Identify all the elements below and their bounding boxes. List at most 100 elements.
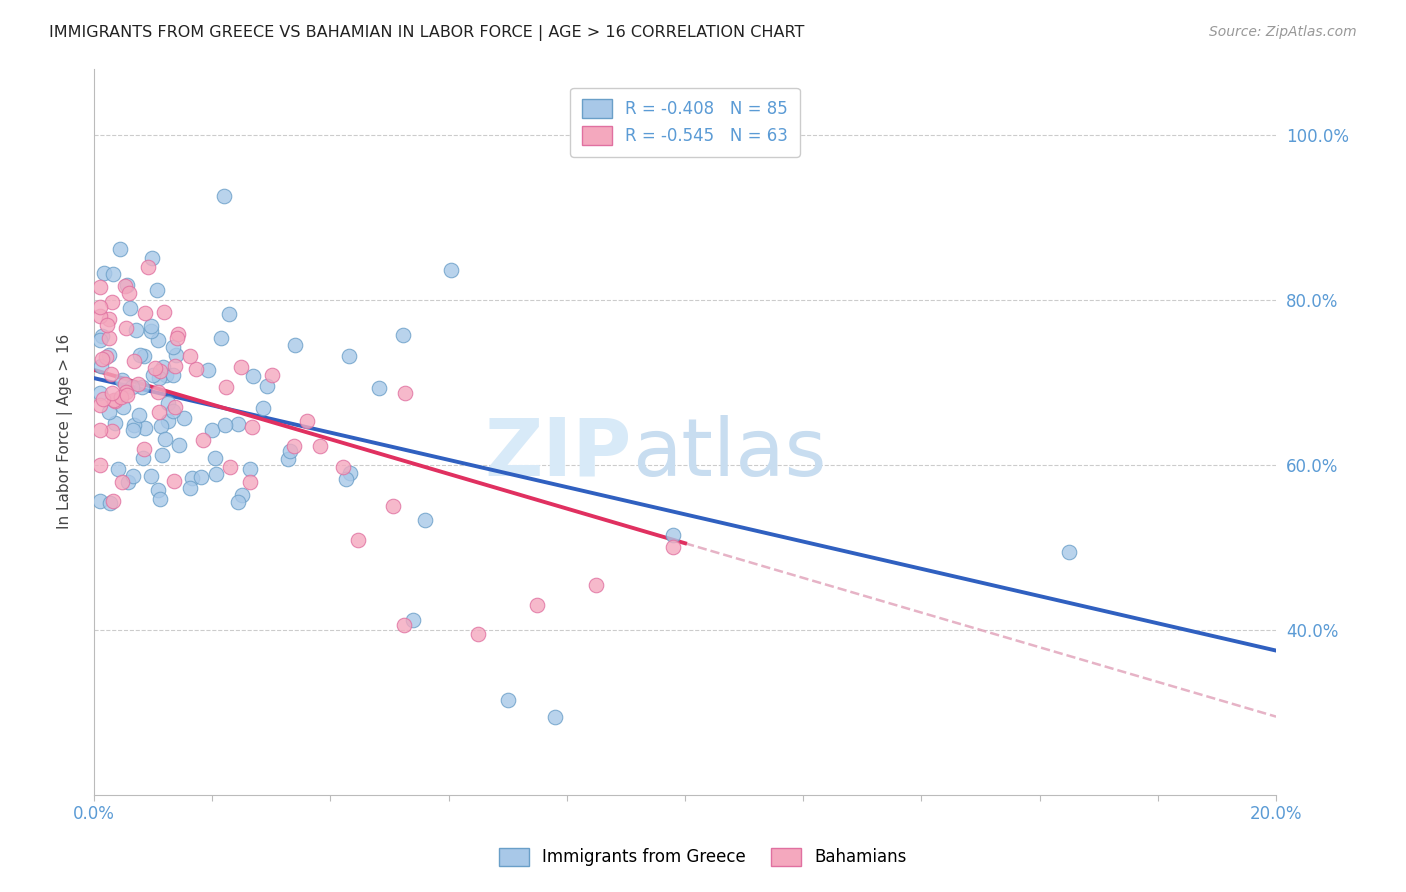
- Point: [117, 278, 139, 293]
- Point: [91, 328, 114, 343]
- Point: [219, 459, 242, 474]
- Point: [132, 451, 155, 466]
- Point: [101, 424, 124, 438]
- Point: [585, 577, 607, 591]
- Point: [165, 400, 187, 414]
- Point: [98, 496, 121, 510]
- Point: [122, 423, 145, 437]
- Point: [205, 467, 228, 481]
- Point: [146, 333, 169, 347]
- Point: [402, 613, 425, 627]
- Point: [104, 394, 127, 409]
- Point: [122, 417, 145, 432]
- Point: [129, 348, 152, 362]
- Point: [278, 444, 301, 458]
- Point: [256, 379, 278, 393]
- Point: [162, 474, 184, 488]
- Point: [165, 347, 187, 361]
- Point: [104, 416, 127, 430]
- Point: [153, 304, 176, 318]
- Point: [394, 385, 416, 400]
- Point: [190, 470, 212, 484]
- Point: [662, 541, 685, 555]
- Point: [118, 286, 141, 301]
- Point: [155, 368, 177, 383]
- Text: Source: ZipAtlas.com: Source: ZipAtlas.com: [1209, 25, 1357, 39]
- Point: [153, 432, 176, 446]
- Point: [156, 396, 179, 410]
- Point: [91, 392, 114, 406]
- Point: [186, 361, 208, 376]
- Point: [103, 393, 125, 408]
- Point: [156, 415, 179, 429]
- Point: [148, 405, 170, 419]
- Point: [496, 693, 519, 707]
- Point: [117, 475, 139, 489]
- Point: [439, 263, 461, 277]
- Point: [143, 361, 166, 376]
- Point: [339, 466, 361, 480]
- Point: [544, 709, 567, 723]
- Point: [231, 488, 253, 502]
- Point: [115, 385, 138, 400]
- Point: [212, 189, 235, 203]
- Point: [526, 598, 548, 612]
- Text: atlas: atlas: [631, 415, 827, 492]
- Point: [111, 401, 134, 415]
- Point: [108, 243, 131, 257]
- Point: [162, 341, 184, 355]
- Y-axis label: In Labor Force | Age > 16: In Labor Force | Age > 16: [58, 334, 73, 530]
- Point: [131, 380, 153, 394]
- Point: [121, 379, 143, 393]
- Point: [173, 410, 195, 425]
- Point: [226, 495, 249, 509]
- Point: [152, 360, 174, 375]
- Point: [337, 349, 360, 363]
- Point: [332, 460, 354, 475]
- Point: [218, 307, 240, 321]
- Point: [90, 359, 112, 373]
- Point: [166, 331, 188, 345]
- Point: [89, 310, 111, 324]
- Point: [89, 333, 111, 347]
- Point: [89, 300, 111, 314]
- Point: [167, 438, 190, 452]
- Point: [96, 318, 118, 332]
- Point: [150, 419, 173, 434]
- Point: [242, 420, 264, 434]
- Point: [124, 353, 146, 368]
- Legend: R = -0.408   N = 85, R = -0.545   N = 63: R = -0.408 N = 85, R = -0.545 N = 63: [571, 87, 800, 157]
- Point: [367, 381, 389, 395]
- Point: [346, 533, 368, 547]
- Point: [392, 618, 415, 632]
- Point: [139, 324, 162, 338]
- Point: [467, 627, 489, 641]
- Point: [335, 472, 357, 486]
- Point: [89, 423, 111, 437]
- Point: [134, 442, 156, 456]
- Point: [101, 295, 124, 310]
- Point: [309, 440, 332, 454]
- Point: [167, 327, 190, 342]
- Point: [148, 371, 170, 385]
- Legend: Immigrants from Greece, Bahamians: Immigrants from Greece, Bahamians: [492, 841, 914, 873]
- Point: [1057, 544, 1080, 558]
- Point: [209, 331, 232, 345]
- Point: [98, 331, 121, 345]
- Point: [146, 283, 169, 297]
- Point: [89, 386, 111, 401]
- Point: [134, 306, 156, 320]
- Point: [146, 385, 169, 400]
- Point: [122, 468, 145, 483]
- Point: [179, 350, 201, 364]
- Point: [262, 368, 284, 383]
- Point: [239, 475, 262, 490]
- Point: [128, 408, 150, 422]
- Text: IMMIGRANTS FROM GREECE VS BAHAMIAN IN LABOR FORCE | AGE > 16 CORRELATION CHART: IMMIGRANTS FROM GREECE VS BAHAMIAN IN LA…: [49, 25, 804, 41]
- Point: [214, 417, 236, 432]
- Point: [89, 398, 111, 412]
- Point: [413, 513, 436, 527]
- Point: [120, 301, 142, 316]
- Point: [139, 319, 162, 334]
- Point: [132, 349, 155, 363]
